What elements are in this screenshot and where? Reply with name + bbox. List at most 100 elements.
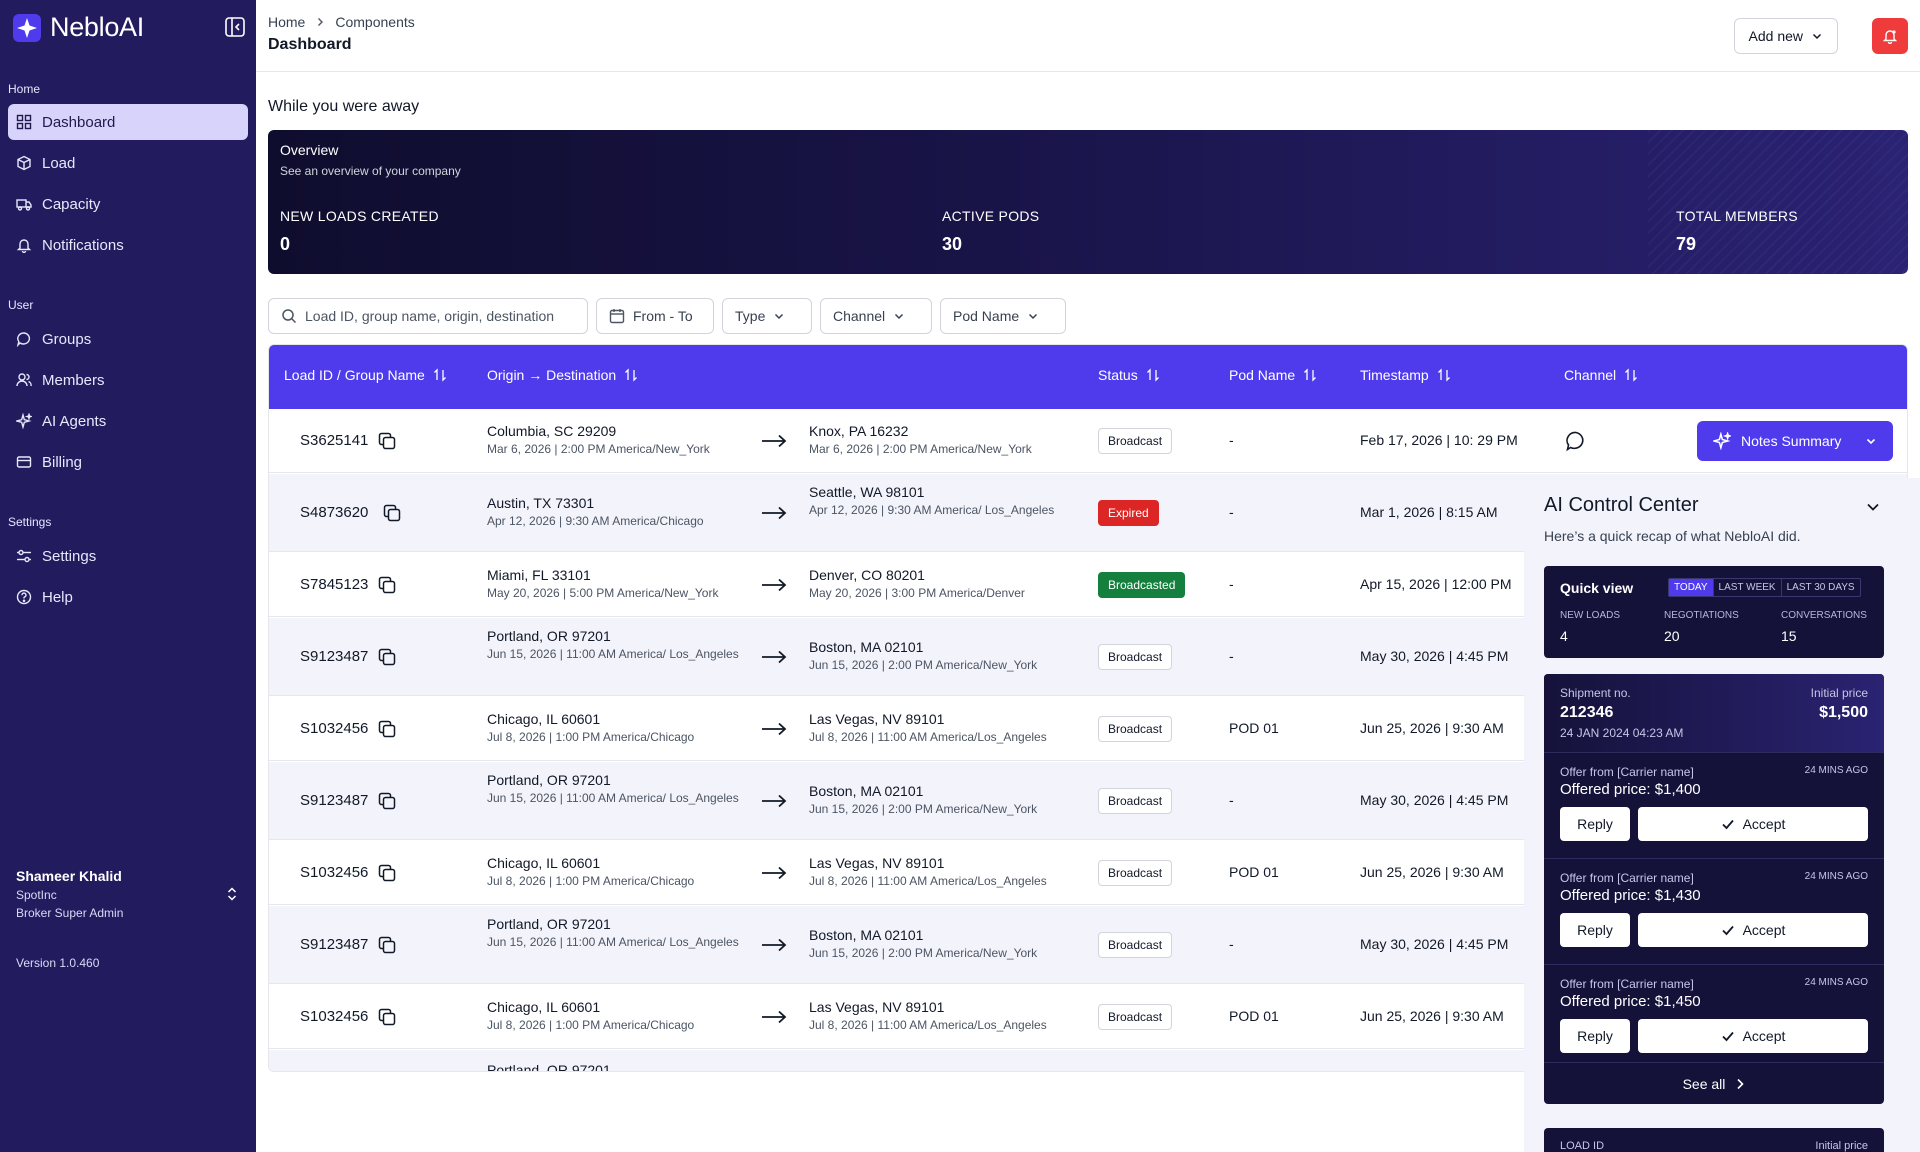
destination-cell: Las Vegas, NV 89101 Jul 8, 2026 | 11:00 A… bbox=[809, 855, 1079, 888]
stat-value-active-pods: 30 bbox=[942, 234, 963, 254]
offer-from: Offer from [Carrier name] bbox=[1560, 765, 1694, 779]
sidebar-item-billing[interactable]: Billing bbox=[8, 444, 248, 480]
loads-table: Load ID / Group Name Origin → Destinatio… bbox=[268, 344, 1908, 1072]
sidebar-item-settings[interactable]: Settings bbox=[8, 538, 248, 574]
sort-icon bbox=[1437, 368, 1450, 382]
destination-schedule: Jul 8, 2026 | 11:00 AM America/Los_Angel… bbox=[809, 874, 1047, 888]
sidebar-item-groups[interactable]: Groups bbox=[8, 321, 248, 357]
type-filter[interactable]: Type bbox=[722, 298, 812, 334]
reply-button[interactable]: Reply bbox=[1560, 913, 1630, 947]
chevron-down-icon[interactable] bbox=[1864, 498, 1882, 516]
chevron-right-icon bbox=[1737, 1078, 1745, 1089]
origin-city: Chicago, IL 60601 bbox=[487, 855, 601, 871]
timestamp: May 30, 2026 | 4:45 PM bbox=[1360, 648, 1509, 664]
pod-name-filter[interactable]: Pod Name bbox=[940, 298, 1066, 334]
destination-schedule: Apr 12, 2026 | 9:30 AM America/ Los_Ange… bbox=[809, 503, 1055, 517]
offer-time: 24 MINS AGO bbox=[1804, 765, 1868, 776]
accept-button[interactable]: Accept bbox=[1638, 913, 1868, 947]
copy-icon[interactable] bbox=[377, 431, 397, 451]
sort-icon bbox=[1625, 368, 1638, 382]
see-all-button[interactable]: See all bbox=[1544, 1062, 1884, 1104]
destination-cell: Knox, PA 16232 Mar 6, 2026 | 2:00 PM Amer… bbox=[809, 423, 1079, 456]
table-row[interactable]: Portland, OR 97201 Boston, MA 02101 bbox=[269, 1050, 1907, 1071]
timestamp: Jun 25, 2026 | 9:30 AM bbox=[1360, 864, 1504, 880]
origin-schedule: Apr 12, 2026 | 9:30 AM America/Chicago bbox=[487, 514, 704, 528]
search-input[interactable]: Load ID, group name, origin, destination bbox=[268, 298, 588, 334]
reply-button[interactable]: Reply bbox=[1560, 807, 1630, 841]
column-timestamp[interactable]: Timestamp bbox=[1360, 367, 1451, 383]
copy-icon[interactable] bbox=[382, 503, 402, 523]
status-badge: Broadcast bbox=[1098, 716, 1173, 742]
copy-icon[interactable] bbox=[377, 791, 397, 811]
app-version: Version 1.0.460 bbox=[16, 956, 100, 970]
stat-label-new-loads: NEW LOADS CREATED bbox=[280, 208, 439, 224]
bell-alert-icon bbox=[1882, 30, 1898, 44]
sidebar-item-notifications[interactable]: Notifications bbox=[8, 227, 248, 263]
add-new-button[interactable]: Add new bbox=[1733, 18, 1838, 54]
notifications-button[interactable] bbox=[1872, 18, 1908, 54]
qv-stat-value: 4 bbox=[1560, 628, 1568, 644]
accept-button[interactable]: Accept bbox=[1638, 1019, 1868, 1053]
sidebar-item-capacity[interactable]: Capacity bbox=[8, 186, 248, 222]
column-load-id[interactable]: Load ID / Group Name bbox=[284, 367, 447, 383]
reply-label: Reply bbox=[1577, 816, 1613, 832]
origin-schedule: Jun 15, 2026 | 11:00 AM America/ Los_Ang… bbox=[487, 935, 739, 949]
nav-section-user: User bbox=[8, 298, 34, 312]
accept-button[interactable]: Accept bbox=[1638, 807, 1868, 841]
quick-view-tabs: TODAY LAST WEEK LAST 30 DAYS bbox=[1668, 578, 1861, 597]
origin-cell: Chicago, IL 60601 Jul 8, 2026 | 1:00 PM A… bbox=[487, 855, 747, 888]
copy-icon[interactable] bbox=[377, 935, 397, 955]
breadcrumb-home[interactable]: Home bbox=[268, 14, 306, 30]
destination-cell: Boston, MA 02101 Jun 15, 2026 | 2:00 PM A… bbox=[809, 783, 1079, 816]
column-pod-name[interactable]: Pod Name bbox=[1229, 367, 1317, 383]
timestamp: Jun 25, 2026 | 9:30 AM bbox=[1360, 720, 1504, 736]
check-icon bbox=[1721, 819, 1734, 830]
load-id: S9123487 bbox=[300, 936, 369, 953]
destination-city: Boston, MA 02101 bbox=[809, 783, 924, 799]
tab-last-week[interactable]: LAST WEEK bbox=[1714, 579, 1782, 596]
breadcrumb-components[interactable]: Components bbox=[335, 14, 415, 30]
channel-filter[interactable]: Channel bbox=[820, 298, 932, 334]
sidebar-item-label: Help bbox=[42, 588, 73, 606]
notes-summary-label: Notes Summary bbox=[1741, 433, 1842, 449]
sidebar-item-members[interactable]: Members bbox=[8, 362, 248, 398]
column-origin-destination[interactable]: Origin → Destination bbox=[487, 367, 638, 383]
reply-button[interactable]: Reply bbox=[1560, 1019, 1630, 1053]
copy-icon[interactable] bbox=[377, 863, 397, 883]
sidebar-item-label: Dashboard bbox=[42, 113, 116, 131]
column-status[interactable]: Status bbox=[1098, 367, 1160, 383]
app-logo[interactable]: NebloAI bbox=[12, 12, 144, 43]
notes-summary-button[interactable]: Notes Summary bbox=[1697, 421, 1893, 461]
check-icon bbox=[1721, 925, 1734, 936]
destination-schedule: Jun 15, 2026 | 2:00 PM America/New_York bbox=[809, 946, 1038, 960]
collapse-sidebar-icon[interactable] bbox=[224, 16, 246, 38]
origin-city: Portland, OR 97201 bbox=[487, 772, 611, 788]
copy-icon[interactable] bbox=[377, 719, 397, 739]
next-card-price-label: Initial price bbox=[1815, 1140, 1868, 1152]
sidebar-item-ai-agents[interactable]: AI Agents bbox=[8, 403, 248, 439]
channel-chat-icon[interactable] bbox=[1565, 430, 1587, 452]
arrow-right-icon bbox=[761, 866, 787, 880]
tab-last-30-days[interactable]: LAST 30 DAYS bbox=[1786, 582, 1855, 593]
help-icon bbox=[16, 589, 32, 605]
copy-icon[interactable] bbox=[377, 1007, 397, 1027]
copy-icon[interactable] bbox=[377, 647, 397, 667]
pod-name: - bbox=[1229, 792, 1234, 808]
table-row[interactable]: S3625141 Columbia, SC 29209 Mar 6, 2026 | … bbox=[269, 409, 1907, 473]
copy-icon[interactable] bbox=[377, 575, 397, 595]
column-label: Status bbox=[1098, 367, 1138, 383]
sort-icon bbox=[625, 368, 638, 382]
user-account-switcher[interactable]: Shameer Khalid SpotInc Broker Super Admi… bbox=[16, 868, 240, 920]
origin-schedule: May 20, 2026 | 5:00 PM America/New_York bbox=[487, 586, 719, 600]
column-channel[interactable]: Channel bbox=[1564, 367, 1638, 383]
sidebar-item-help[interactable]: Help bbox=[8, 579, 248, 615]
pod-name: - bbox=[1229, 504, 1234, 520]
tab-today[interactable]: TODAY bbox=[1669, 579, 1714, 596]
origin-cell: Portland, OR 97201 Jun 15, 2026 | 11:00 A… bbox=[487, 916, 747, 949]
offer-item: Offer from [Carrier name] 24 MINS AGO Of… bbox=[1544, 752, 1884, 858]
sidebar-item-dashboard[interactable]: Dashboard bbox=[8, 104, 248, 140]
date-range-filter[interactable]: From - To bbox=[596, 298, 714, 334]
check-icon bbox=[1721, 1031, 1734, 1042]
sidebar-item-load[interactable]: Load bbox=[8, 145, 248, 181]
load-id: S1032456 bbox=[300, 720, 369, 737]
